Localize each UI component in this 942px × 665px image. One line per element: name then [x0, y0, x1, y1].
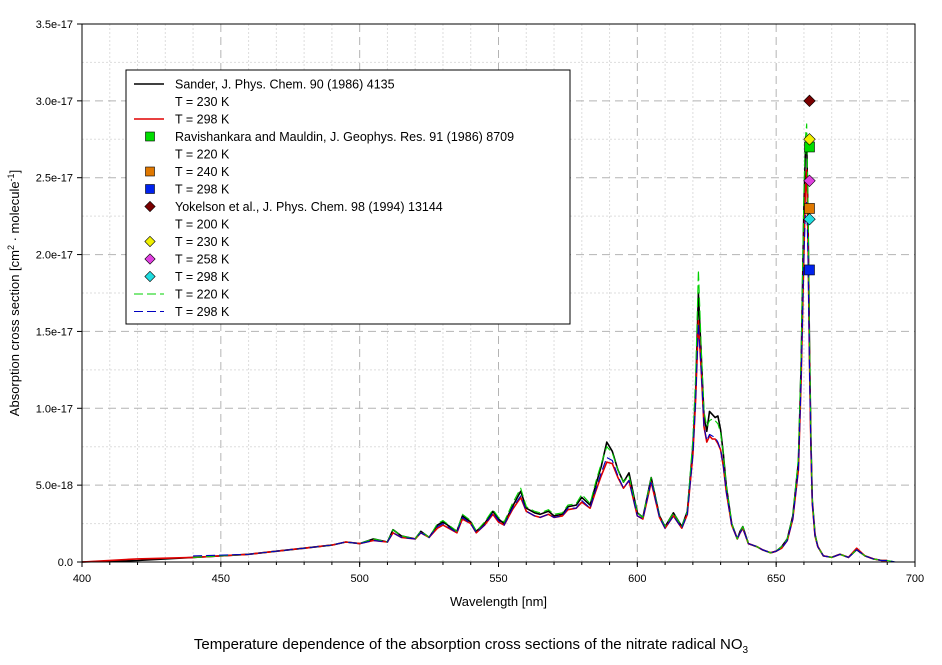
legend-marker-swatch — [145, 166, 155, 177]
legend-marker-swatch — [144, 270, 156, 283]
legend-entry-label: T = 240 K — [175, 165, 230, 179]
y-axis-label: Absorption cross section [cm2 · molecule… — [6, 170, 22, 416]
data-marker-1 — [804, 203, 815, 214]
legend-entry-label: Sander, J. Phys. Chem. 90 (1986) 4135 — [175, 78, 395, 92]
x-tick-label: 550 — [489, 573, 507, 585]
legend-box — [125, 69, 571, 325]
x-tick-label: 700 — [906, 573, 924, 585]
legend-entry-label: T = 298 K — [175, 113, 230, 127]
legend-marker-swatch — [144, 235, 156, 248]
data-marker-4 — [803, 133, 816, 146]
x-tick-label: 500 — [350, 573, 368, 585]
x-axis-label: Wavelength [nm] — [450, 594, 547, 609]
legend-entry-label: T = 230 K — [175, 235, 230, 249]
y-tick-label: 2.5e-17 — [36, 173, 73, 185]
x-tick-label: 650 — [767, 573, 785, 585]
marker-layer — [803, 94, 816, 276]
legend-entry-label: T = 230 K — [175, 95, 230, 109]
axis-ticks: 400 450 500 550 600 650 700 0.0 5.0e-18 1.0e-17 1.… — [36, 19, 924, 585]
legend-entry-label: T = 258 K — [175, 253, 230, 267]
y-tick-label: 5.0e-18 — [36, 480, 73, 492]
legend-marker-swatch — [144, 200, 156, 213]
legend-entry-label: Ravishankara and Mauldin, J. Geophys. Re… — [175, 130, 514, 144]
y-tick-label: 2.0e-17 — [36, 250, 73, 262]
y-tick-label: 3.0e-17 — [36, 96, 73, 108]
data-marker-3 — [803, 94, 816, 108]
y-tick-label: 3.5e-17 — [36, 19, 73, 31]
legend-marker-swatch — [145, 131, 155, 142]
y-tick-label: 1.5e-17 — [36, 326, 73, 338]
x-tick-label: 400 — [73, 573, 91, 585]
y-tick-label: 1.0e-17 — [36, 403, 73, 415]
legend-marker-swatch — [144, 253, 156, 265]
x-tick-label: 600 — [628, 573, 646, 585]
x-tick-label: 450 — [212, 573, 230, 585]
y-tick-label: 0.0 — [58, 557, 73, 569]
legend-entry-label: T = 220 K — [175, 148, 230, 162]
series-line-2 — [193, 123, 896, 563]
data-marker-2 — [804, 264, 815, 276]
legend-entry-label: Yokelson et al., J. Phys. Chem. 98 (1994… — [175, 200, 443, 214]
legend-entry-label: T = 220 K — [175, 288, 230, 302]
legend-marker-swatch — [145, 184, 155, 194]
figure-caption: Temperature dependence of the absorption… — [193, 636, 749, 656]
legend-entry-label: T = 298 K — [175, 305, 230, 319]
data-marker-5 — [803, 174, 816, 187]
legend-entry-label: T = 200 K — [175, 218, 230, 232]
data-marker-6 — [803, 213, 816, 226]
legend-entry-label: T = 298 K — [175, 270, 230, 284]
legend: Sander, J. Phys. Chem. 90 (1986) 4135 T =… — [125, 69, 571, 325]
legend-entry-label: T = 298 K — [175, 183, 230, 197]
